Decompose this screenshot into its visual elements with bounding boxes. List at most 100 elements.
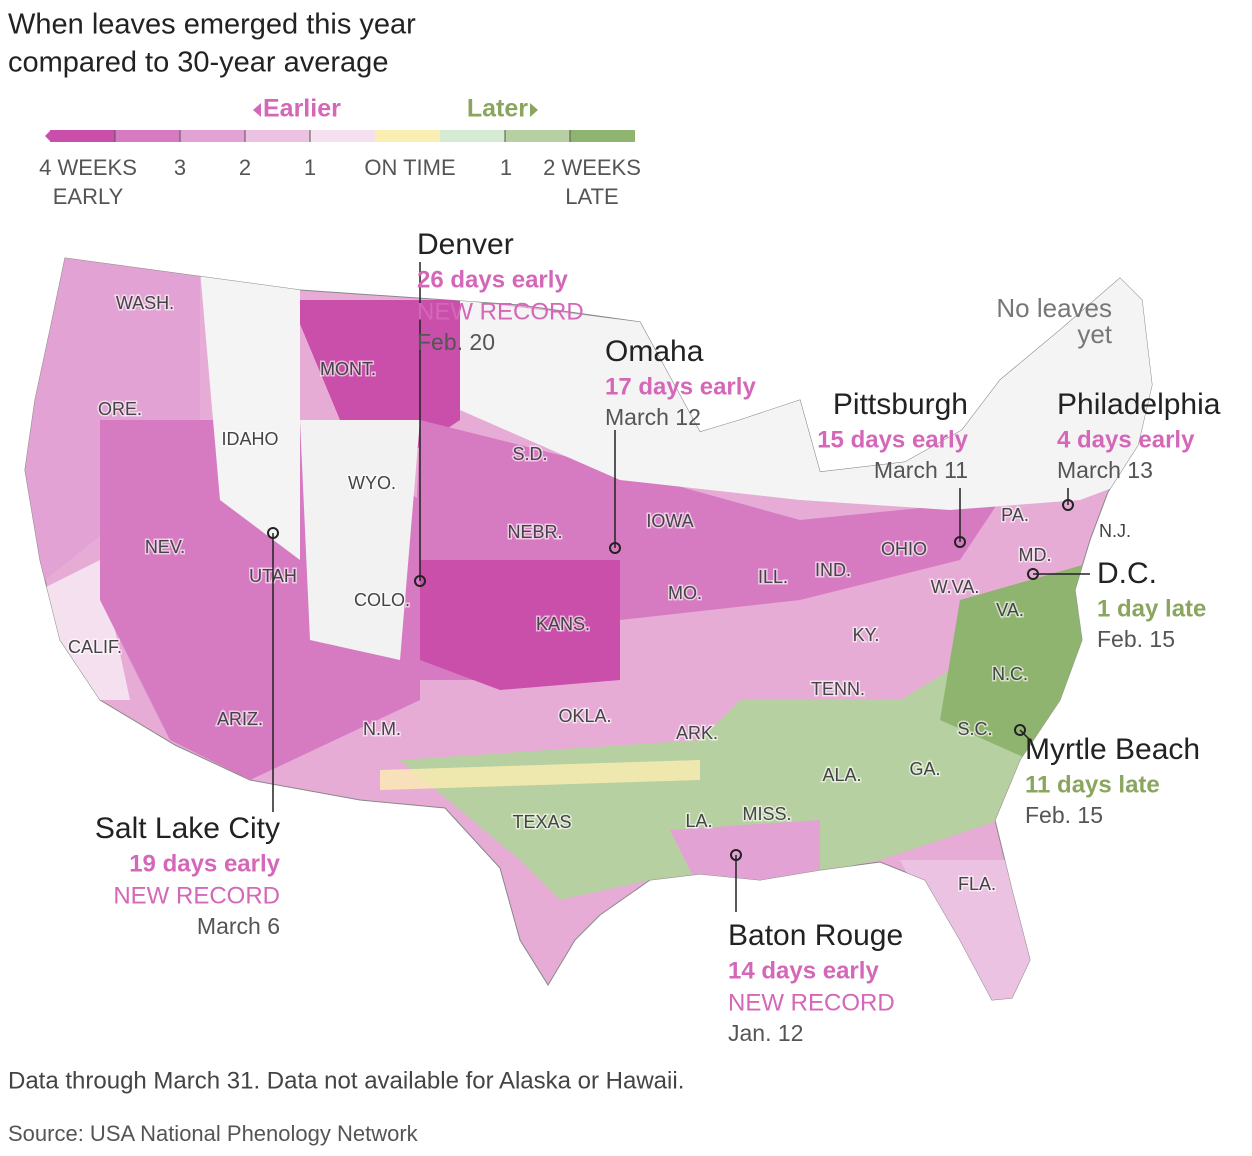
city-dot	[267, 527, 279, 539]
region	[400, 600, 1100, 900]
state-label: N.M.	[363, 719, 401, 739]
city-name: Baton Rouge	[728, 919, 903, 952]
earlier-arrow	[253, 103, 261, 117]
state-label: IND.	[815, 560, 851, 580]
state-label: FLA.	[958, 874, 996, 894]
city-record: NEW RECORD	[417, 298, 584, 325]
city-change: 15 days early	[817, 426, 968, 453]
city-dot	[414, 575, 426, 587]
region	[670, 820, 820, 890]
legend-swatch	[505, 130, 570, 142]
region	[380, 760, 700, 790]
state-label: TEXAS	[512, 812, 571, 832]
state-label: ALA.	[822, 765, 861, 785]
city-date: Feb. 20	[417, 329, 495, 355]
city-name: Myrtle Beach	[1025, 733, 1200, 766]
city-date: March 13	[1057, 457, 1153, 483]
legend-swatch	[115, 130, 180, 142]
later-label: Later	[467, 95, 528, 123]
leader-line	[1019, 729, 1031, 741]
state-label: ARIZ.	[217, 709, 263, 729]
region	[200, 270, 300, 560]
state-label: MONT.	[320, 359, 376, 379]
state-label: MO.	[668, 583, 702, 603]
legend-swatch	[310, 130, 375, 142]
title: When leaves emerged this year	[8, 9, 416, 41]
state-label: LA.	[685, 811, 712, 831]
earlier-label: Earlier	[263, 95, 341, 123]
city-date: March 11	[874, 457, 968, 483]
region	[300, 420, 420, 660]
city-name: D.C.	[1097, 557, 1157, 590]
legend-swatch	[245, 130, 310, 142]
state-label: KANS.	[536, 614, 590, 634]
legend-arrow	[45, 130, 51, 142]
city-date: Feb. 15	[1097, 626, 1175, 652]
legend-label: 3	[174, 155, 186, 180]
city-change: 4 days early	[1057, 426, 1195, 453]
source: Source: USA National Phenology Network	[8, 1121, 419, 1146]
state-label: W.VA.	[931, 577, 980, 597]
legend-label: 4 WEEKS	[39, 155, 137, 180]
legend-swatch	[440, 130, 505, 142]
legend-swatch	[570, 130, 635, 142]
title: compared to 30-year average	[8, 47, 388, 79]
city-date: Jan. 12	[728, 1020, 803, 1046]
no-leaves-note: No leaves	[996, 293, 1112, 323]
city-name: Salt Lake City	[95, 812, 280, 845]
state-label: VA.	[996, 600, 1024, 620]
city-dot	[954, 536, 966, 548]
state-label: S.C.	[957, 719, 992, 739]
footnote: Data through March 31. Data not availabl…	[8, 1067, 684, 1094]
state-label: MISS.	[742, 804, 791, 824]
city-record: NEW RECORD	[113, 882, 280, 909]
legend-label: LATE	[565, 184, 618, 209]
city-date: March 6	[197, 913, 280, 939]
state-label: PA.	[1001, 505, 1029, 525]
state-label: ARK.	[676, 723, 718, 743]
region	[460, 278, 1152, 510]
state-label: COLO.	[354, 590, 410, 610]
city-dot	[1027, 568, 1039, 580]
legend-label: 1	[304, 155, 316, 180]
state-label: OHIO	[881, 539, 927, 559]
city-date: March 12	[605, 404, 701, 430]
state-label: GA.	[909, 759, 940, 779]
no-leaves-note: yet	[1077, 319, 1112, 349]
state-label: N.C.	[992, 664, 1028, 684]
city-dot	[609, 542, 621, 554]
legend-label: EARLY	[53, 184, 124, 209]
city-name: Omaha	[605, 335, 704, 368]
state-label: NEV.	[145, 537, 185, 557]
later-arrow	[530, 103, 538, 117]
legend-swatch	[50, 130, 115, 142]
state-label: ORE.	[98, 399, 142, 419]
city-dot	[1062, 499, 1074, 511]
legend-label: ON TIME	[364, 155, 455, 180]
city-change: 14 days early	[728, 957, 879, 984]
state-label: WYO.	[348, 473, 396, 493]
legend-label: 2	[239, 155, 251, 180]
legend-label: 1	[500, 155, 512, 180]
state-label: IOWA	[646, 511, 693, 531]
state-label: N.J.	[1099, 521, 1131, 541]
state-label: OKLA.	[558, 706, 611, 726]
city-change: 1 day late	[1097, 595, 1206, 622]
city-date: Feb. 15	[1025, 802, 1103, 828]
legend-swatch	[375, 130, 440, 142]
city-dot	[1014, 724, 1026, 736]
city-name: Denver	[417, 228, 514, 261]
city-change: 17 days early	[605, 373, 756, 400]
state-label: ILL.	[758, 567, 788, 587]
region	[420, 560, 620, 690]
city-change: 19 days early	[129, 850, 280, 877]
state-label: KY.	[853, 625, 880, 645]
state-label: S.D.	[512, 444, 547, 464]
state-label: MD.	[1019, 545, 1052, 565]
city-name: Pittsburgh	[833, 388, 968, 421]
state-label: IDAHO	[221, 429, 278, 449]
legend-swatch	[180, 130, 245, 142]
state-label: WASH.	[116, 293, 174, 313]
city-name: Philadelphia	[1057, 388, 1221, 421]
